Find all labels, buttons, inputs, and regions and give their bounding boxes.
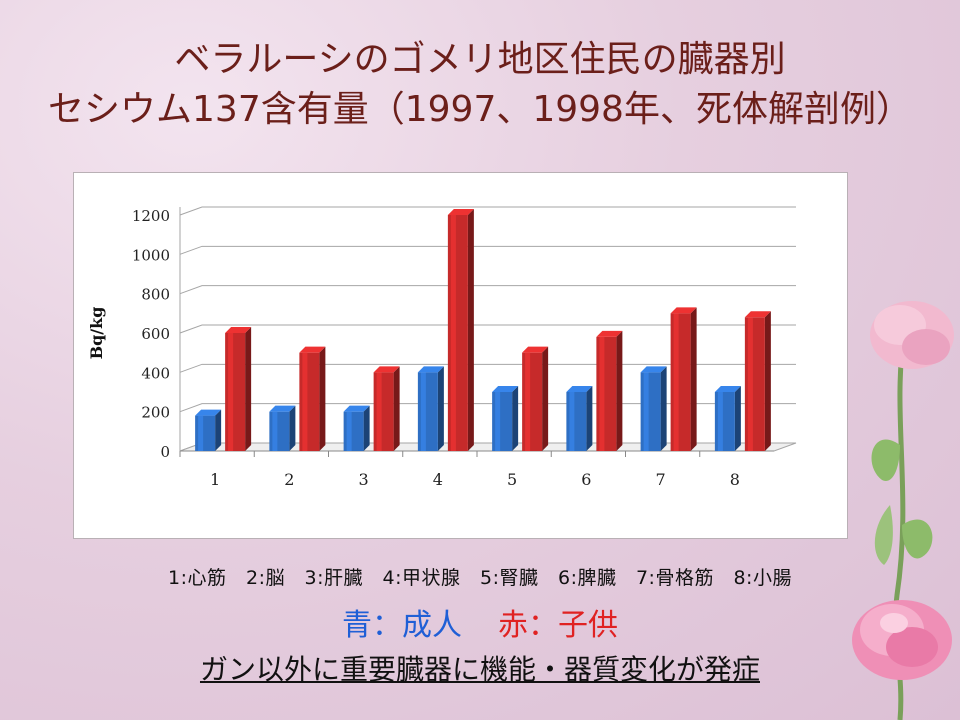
bar-adult — [343, 405, 370, 451]
color-key: 青：成人 赤：子供 — [0, 600, 960, 644]
bar-child — [373, 366, 400, 451]
x-tick-label: 4 — [433, 470, 443, 489]
chart-panel: 0 200 400 600 800 1000 1200 1 2 3 4 5 6 7 8 Bq/kg — [73, 172, 848, 539]
y-tick-label: 0 — [160, 443, 170, 461]
gridline — [179, 206, 796, 216]
bar-adult — [417, 366, 444, 451]
bar-adult — [714, 386, 741, 451]
y-tick-label: 800 — [141, 286, 170, 304]
y-tick-label: 200 — [141, 404, 170, 422]
bar-child — [596, 330, 623, 451]
adult-series-key: 青：成人 — [342, 608, 462, 643]
x-tick-label: 2 — [284, 470, 294, 489]
x-tick-label: 5 — [507, 470, 517, 489]
x-tick-label: 7 — [656, 470, 666, 489]
x-tick-label: 6 — [581, 470, 591, 489]
bar-child — [299, 346, 326, 451]
bar-child — [225, 327, 252, 451]
carnation-decoration — [852, 301, 954, 720]
bar-adult — [195, 409, 222, 451]
bar-chart: 0 200 400 600 800 1000 1200 1 2 3 4 5 6 7 8 Bq/kg — [87, 206, 797, 489]
page-title-line2: セシウム137含有量（1997、1998年、死体解剖例） — [48, 89, 912, 130]
gridline — [179, 285, 796, 295]
page-title-line1: ベラルーシのゴメリ地区住民の臓器別 — [174, 39, 786, 80]
conclusion-text: ガン以外に重要臓器に機能・器質変化が発症 — [199, 653, 760, 686]
gridline — [179, 245, 796, 255]
bar-adult — [269, 405, 296, 451]
bar-child — [522, 346, 549, 451]
child-series-key: 赤：子供 — [498, 608, 618, 643]
organ-legend: 1:心筋 2:脳 3:肝臓 4:甲状腺 5:腎臓 6:脾臓 7:骨格筋 8:小腸 — [168, 567, 792, 589]
y-tick-label: 400 — [141, 364, 170, 382]
bar-child — [447, 209, 474, 451]
gridline — [179, 363, 796, 373]
x-tick-label: 8 — [730, 470, 740, 489]
bar-adult — [566, 386, 593, 451]
bar-child — [744, 311, 771, 451]
y-tick-label: 1200 — [132, 207, 170, 225]
bar-adult — [640, 366, 667, 451]
y-tick-label: 600 — [141, 325, 170, 343]
y-tick-label: 1000 — [132, 246, 170, 264]
bar-child — [670, 307, 697, 451]
x-tick-label: 3 — [359, 470, 369, 489]
gridline — [179, 324, 796, 334]
bar-adult — [492, 386, 519, 451]
x-tick-label: 1 — [210, 470, 220, 489]
y-axis-label: Bq/kg — [87, 307, 106, 360]
